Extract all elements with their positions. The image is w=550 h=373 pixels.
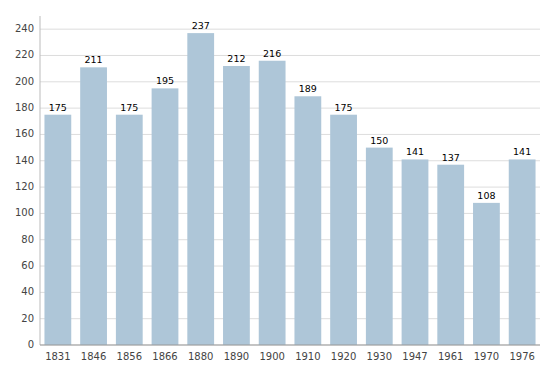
bar xyxy=(366,148,393,345)
y-tick-label: 120 xyxy=(15,181,34,192)
data-label: 211 xyxy=(85,54,103,65)
grid-line xyxy=(40,292,540,293)
data-label: 175 xyxy=(335,102,353,113)
y-tick-label: 0 xyxy=(28,339,34,350)
grid-line xyxy=(40,266,540,267)
bar xyxy=(294,96,321,345)
y-tick-label: 20 xyxy=(21,313,34,324)
x-tick-label: 1930 xyxy=(367,351,392,362)
bar xyxy=(473,203,500,345)
data-label: 141 xyxy=(513,146,531,157)
x-axis-line xyxy=(40,345,540,346)
grid-line xyxy=(40,345,540,346)
data-label: 137 xyxy=(442,152,460,163)
grid-line xyxy=(40,213,540,214)
bars xyxy=(44,33,535,345)
data-label: 216 xyxy=(263,48,281,59)
x-tick-label: 1846 xyxy=(81,351,106,362)
x-tick-label: 1856 xyxy=(117,351,142,362)
bar xyxy=(223,66,250,345)
grid-line xyxy=(40,187,540,188)
y-tick-label: 100 xyxy=(15,207,34,218)
data-label: 108 xyxy=(477,190,495,201)
y-tick-label: 220 xyxy=(15,49,34,60)
y-tick-label: 60 xyxy=(21,260,34,271)
grid-line xyxy=(40,134,540,135)
y-tick-label: 240 xyxy=(15,23,34,34)
y-tick-label: 160 xyxy=(15,128,34,139)
grid-line xyxy=(40,81,540,82)
data-label: 141 xyxy=(406,146,424,157)
grid-line xyxy=(40,29,540,30)
data-label: 189 xyxy=(299,83,317,94)
x-tick-label: 1920 xyxy=(331,351,356,362)
bar xyxy=(437,165,464,345)
chart-container: 0 20 40 60 80 100 120 140 160 180 200 220 240 1831 184… xyxy=(0,0,550,373)
bar xyxy=(330,115,357,345)
grid-line xyxy=(40,108,540,109)
x-tick-label: 1831 xyxy=(45,351,70,362)
y-tick-label: 80 xyxy=(21,234,34,245)
bar xyxy=(509,159,536,345)
y-tick-label: 180 xyxy=(15,102,34,113)
x-tick-label: 1910 xyxy=(295,351,320,362)
grid-line xyxy=(40,318,540,319)
x-tick-label: 1970 xyxy=(474,351,499,362)
y-tick-label: 200 xyxy=(15,76,34,87)
x-tick-label: 1880 xyxy=(188,351,213,362)
bar xyxy=(80,67,107,345)
data-label: 195 xyxy=(156,75,174,86)
grid xyxy=(40,29,540,345)
x-tick-label: 1947 xyxy=(402,351,427,362)
bar xyxy=(259,61,286,345)
data-label: 212 xyxy=(227,53,245,64)
chart: 0 20 40 60 80 100 120 140 160 180 200 220 240 1831 184… xyxy=(0,0,550,373)
grid-line xyxy=(40,55,540,56)
bar xyxy=(187,33,214,345)
x-tick-label: 1890 xyxy=(224,351,249,362)
x-tick-label: 1976 xyxy=(509,351,534,362)
y-axis-line xyxy=(40,16,41,345)
y-tick-label: 40 xyxy=(21,286,34,297)
bar xyxy=(44,115,71,345)
grid-line xyxy=(40,160,540,161)
data-label: 175 xyxy=(49,102,67,113)
data-label: 150 xyxy=(370,135,388,146)
y-tick-label: 140 xyxy=(15,155,34,166)
data-label: 175 xyxy=(120,102,138,113)
bar xyxy=(116,115,143,345)
grid-line xyxy=(40,239,540,240)
x-tick-label: 1961 xyxy=(438,351,463,362)
x-tick-label: 1866 xyxy=(152,351,177,362)
bar xyxy=(402,159,429,345)
x-tick-label: 1900 xyxy=(259,351,284,362)
bar xyxy=(152,88,179,345)
data-label: 237 xyxy=(192,20,210,31)
